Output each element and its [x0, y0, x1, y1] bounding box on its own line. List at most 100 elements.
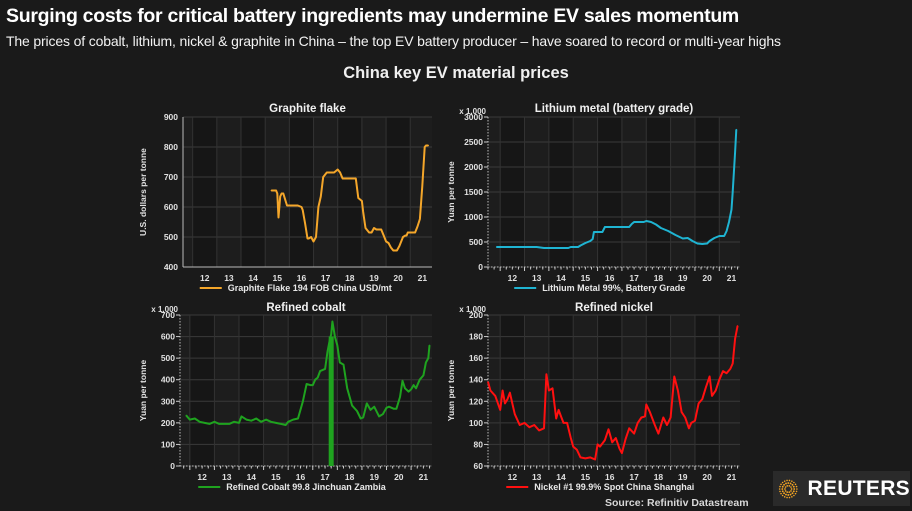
data-point — [732, 362, 734, 365]
data-point — [611, 441, 613, 443]
logo-dot — [783, 479, 786, 482]
data-point — [708, 240, 711, 242]
data-point — [415, 387, 417, 389]
data-point — [599, 445, 601, 448]
data-point — [696, 242, 698, 245]
data-point — [314, 379, 316, 381]
data-point — [604, 439, 606, 441]
logo-dot — [780, 492, 782, 494]
data-point — [589, 240, 591, 242]
data-point — [319, 370, 321, 372]
logo-dot — [789, 482, 792, 484]
y-axis-label: Yuan per tonne — [138, 360, 148, 422]
data-point — [292, 419, 294, 421]
logo-dot — [781, 494, 784, 496]
data-point — [408, 390, 410, 393]
data-point — [592, 238, 594, 240]
data-point — [572, 445, 574, 448]
x-tick-label: 17 — [320, 472, 330, 482]
data-point — [276, 192, 278, 195]
data-point — [364, 227, 367, 229]
logo-dot — [786, 496, 788, 498]
data-point — [362, 210, 364, 213]
x-tick-label: 13 — [224, 273, 234, 283]
data-point — [607, 428, 610, 430]
data-point — [401, 380, 404, 382]
data-point — [385, 240, 387, 243]
data-point — [416, 225, 419, 228]
y-axis-label: Yuan per tonne — [446, 161, 456, 223]
data-point — [730, 208, 733, 211]
panel-title: Refined nickel — [575, 302, 653, 314]
data-point — [346, 387, 348, 389]
data-point — [427, 357, 429, 359]
y-tick-label: 1500 — [464, 187, 483, 197]
logo-dot — [793, 494, 795, 496]
data-point — [734, 338, 736, 340]
x-tick-label: 16 — [605, 273, 615, 283]
data-point — [322, 176, 324, 178]
data-point — [275, 189, 277, 192]
data-point — [419, 379, 421, 381]
data-point — [579, 456, 582, 458]
logo-dot — [781, 485, 784, 488]
year-band — [488, 315, 501, 466]
data-point — [489, 389, 492, 392]
data-point — [428, 344, 431, 346]
data-point — [402, 236, 404, 238]
year-band — [361, 315, 387, 466]
data-point — [548, 389, 550, 392]
y-tick-label: 700 — [161, 310, 175, 320]
data-point — [320, 195, 322, 198]
x-tick-label: 18 — [654, 273, 664, 283]
data-point — [368, 231, 370, 234]
x-tick-label: 19 — [678, 273, 688, 283]
data-point — [523, 422, 526, 424]
data-point — [356, 410, 358, 412]
data-point — [687, 237, 689, 239]
data-point — [660, 227, 662, 229]
data-point — [387, 242, 390, 244]
logo-dot — [789, 493, 792, 495]
data-point — [640, 416, 642, 419]
data-point — [383, 234, 385, 237]
data-point — [424, 146, 426, 148]
y-tick-label: 0 — [478, 262, 483, 272]
data-point — [279, 195, 281, 198]
logo-dot — [792, 485, 795, 488]
y-tick-label: 100 — [161, 439, 175, 449]
data-point — [555, 417, 557, 420]
year-band — [180, 315, 190, 466]
logo-dot — [788, 479, 791, 481]
data-point — [341, 177, 344, 180]
data-point — [312, 240, 315, 243]
y-tick-label: 800 — [164, 142, 178, 152]
year-band — [263, 315, 289, 466]
data-point — [342, 364, 345, 366]
data-point — [339, 171, 341, 174]
year-band — [719, 315, 740, 466]
logo-dot — [779, 485, 781, 487]
data-point — [385, 407, 388, 409]
data-point — [655, 223, 657, 226]
data-point — [494, 395, 496, 397]
y-axis-label: U.S. dollars per tonne — [138, 148, 148, 236]
data-point — [736, 325, 739, 327]
data-point — [300, 206, 303, 208]
logo-dot — [785, 482, 787, 484]
data-point — [223, 423, 225, 425]
data-point — [399, 396, 401, 398]
year-band — [621, 315, 647, 466]
y-tick-label: 200 — [469, 310, 483, 320]
y-tick-label: 0 — [170, 461, 175, 471]
legend-label: Nickel #1 99.9% Spot China Shanghai — [534, 482, 694, 492]
data-point — [538, 429, 540, 432]
data-point — [404, 387, 406, 389]
data-point — [308, 237, 310, 240]
data-point — [280, 423, 282, 425]
data-point — [560, 415, 562, 417]
data-point — [306, 383, 308, 385]
year-band — [183, 117, 193, 267]
data-point — [628, 226, 630, 228]
